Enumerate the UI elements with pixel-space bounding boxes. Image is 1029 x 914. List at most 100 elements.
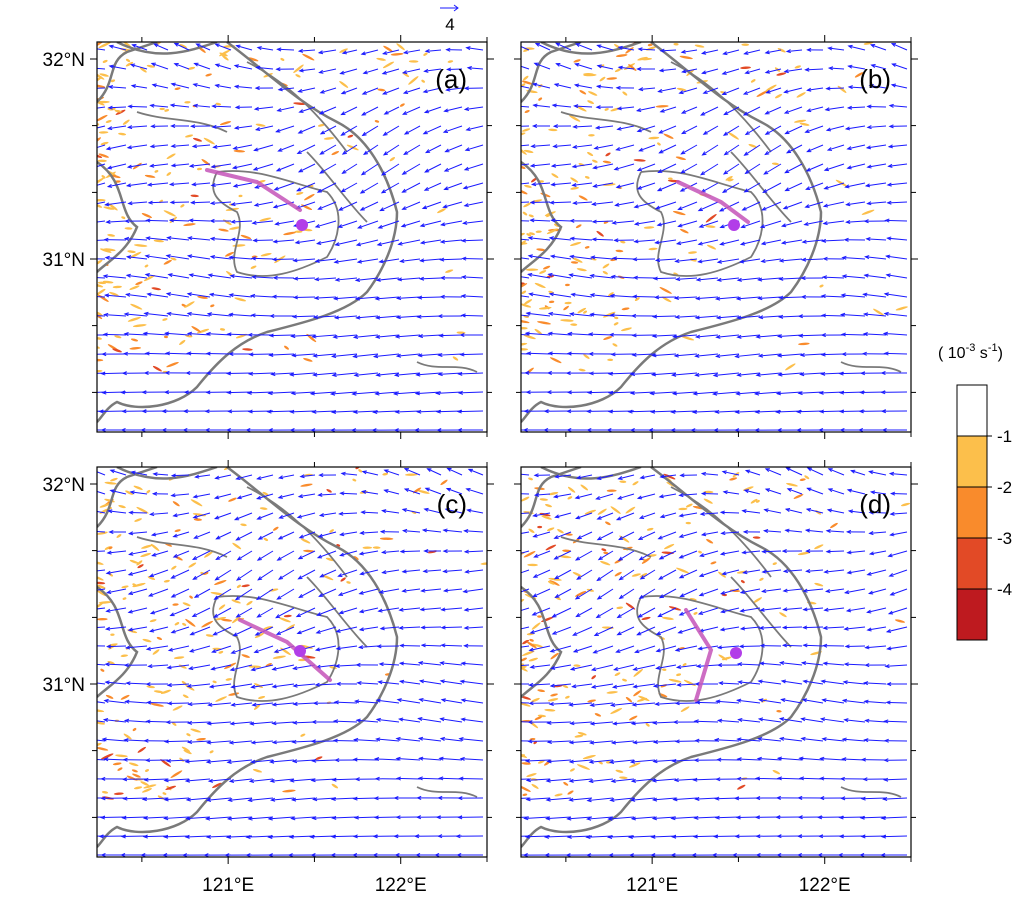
wind-arrowhead [511, 593, 515, 596]
wind-arrowhead [505, 428, 509, 431]
wind-arrowhead [511, 554, 515, 557]
wind-vector [250, 354, 273, 355]
wind-arrowhead [515, 44, 519, 47]
wind-arrowhead [82, 757, 86, 760]
wind-arrowhead [88, 47, 92, 50]
wind-vector [827, 88, 844, 89]
y-tick-label: 32°N [43, 50, 85, 71]
wind-vector [882, 836, 907, 837]
wind-arrowhead [503, 816, 507, 819]
wind-vector [783, 627, 802, 628]
wind-vector [146, 353, 168, 354]
wind-arrowhead [85, 626, 89, 629]
wind-vector [551, 220, 571, 221]
wind-vector [653, 316, 676, 317]
wind-arrowhead [510, 629, 514, 632]
wind-arrowhead [80, 797, 84, 800]
wind-arrowhead [88, 167, 92, 170]
wind-vector [756, 778, 781, 779]
panels: (a)31°N32°N(b)(c)121°E122°E31°N32°N(d)12… [43, 35, 918, 896]
x-tick-label: 122°E [375, 875, 427, 896]
wind-vector [191, 202, 210, 203]
wind-arrowhead [79, 835, 83, 838]
y-tick-label: 31°N [43, 675, 85, 696]
wind-arrowhead [87, 589, 91, 592]
wind-arrowhead [83, 738, 87, 741]
map-panel: (b) [504, 35, 918, 439]
wind-arrowhead [85, 699, 89, 702]
wind-vector [504, 353, 529, 354]
wind-arrowhead [83, 314, 87, 317]
panel-label: (a) [435, 64, 467, 94]
wind-vector [294, 278, 315, 279]
wind-vector [458, 411, 483, 412]
wind-arrowhead [82, 353, 86, 356]
map-content [503, 467, 911, 857]
wind-vector [440, 335, 462, 336]
wind-arrowhead [505, 759, 509, 762]
wind-arrowhead [512, 492, 516, 495]
wind-vector [633, 296, 655, 297]
wind-vector [696, 702, 718, 703]
wind-arrowhead [512, 145, 516, 148]
wind-arrowhead [506, 332, 510, 335]
wind-vector [822, 354, 844, 355]
wind-arrowhead [508, 701, 512, 704]
wind-vector [232, 239, 252, 240]
wind-arrowhead [84, 718, 88, 721]
wind-arrowhead [79, 816, 83, 819]
map-panel: (c)121°E122°E31°N32°N [43, 460, 494, 896]
map-panel: (d)121°E122°E [503, 460, 918, 896]
wind-arrowhead [505, 739, 509, 742]
map-content [80, 38, 487, 432]
wind-vector [512, 493, 529, 494]
wind-vector [146, 220, 168, 221]
colorbar-box [957, 487, 987, 538]
wind-vector [147, 721, 168, 722]
colorbar-box [957, 436, 987, 487]
wind-vector [460, 778, 483, 779]
panel-label: (d) [859, 489, 891, 519]
wind-vector [397, 778, 420, 779]
wind-vector [504, 836, 529, 837]
x-tick-label: 122°E [799, 875, 851, 896]
wind-arrowhead [509, 664, 513, 667]
wind-arrowhead [511, 533, 515, 536]
wind-arrowhead [514, 64, 518, 67]
wind-vector [254, 240, 273, 241]
wind-vector [172, 475, 189, 476]
unit-part: s [975, 345, 987, 362]
wind-vector [440, 259, 462, 260]
wind-arrowhead [81, 410, 85, 413]
wind-vector [702, 493, 718, 494]
panel-label: (c) [437, 489, 467, 519]
wind-vector [147, 702, 168, 703]
wind-vector [721, 512, 739, 513]
map-panel: (a)31°N32°N [43, 35, 494, 439]
wind-arrowhead [87, 128, 91, 131]
wind-vector [129, 106, 147, 107]
wind-arrowhead [81, 777, 85, 780]
wind-vector [654, 278, 676, 279]
y-tick-label: 32°N [43, 475, 85, 496]
wind-arrowhead [89, 509, 93, 512]
wind-vector [442, 627, 462, 628]
wind-arrowhead [507, 293, 511, 296]
wind-arrowhead [88, 87, 92, 90]
wind-arrowhead [81, 853, 85, 856]
wind-arrowhead [504, 352, 508, 355]
wind-vector [418, 297, 441, 298]
unit-part: ) [998, 345, 1003, 362]
wind-arrowhead [505, 853, 509, 856]
wind-vector [803, 627, 823, 628]
wind-vector [165, 741, 189, 742]
colorbar-box [957, 385, 987, 436]
wind-arrowhead [508, 274, 512, 277]
unit-part: ( 10 [938, 345, 966, 362]
wind-vector [401, 551, 420, 552]
wind-arrowhead [507, 237, 511, 240]
wind-vector [107, 646, 126, 647]
map-content [504, 41, 911, 432]
wind-vector [868, 106, 886, 107]
